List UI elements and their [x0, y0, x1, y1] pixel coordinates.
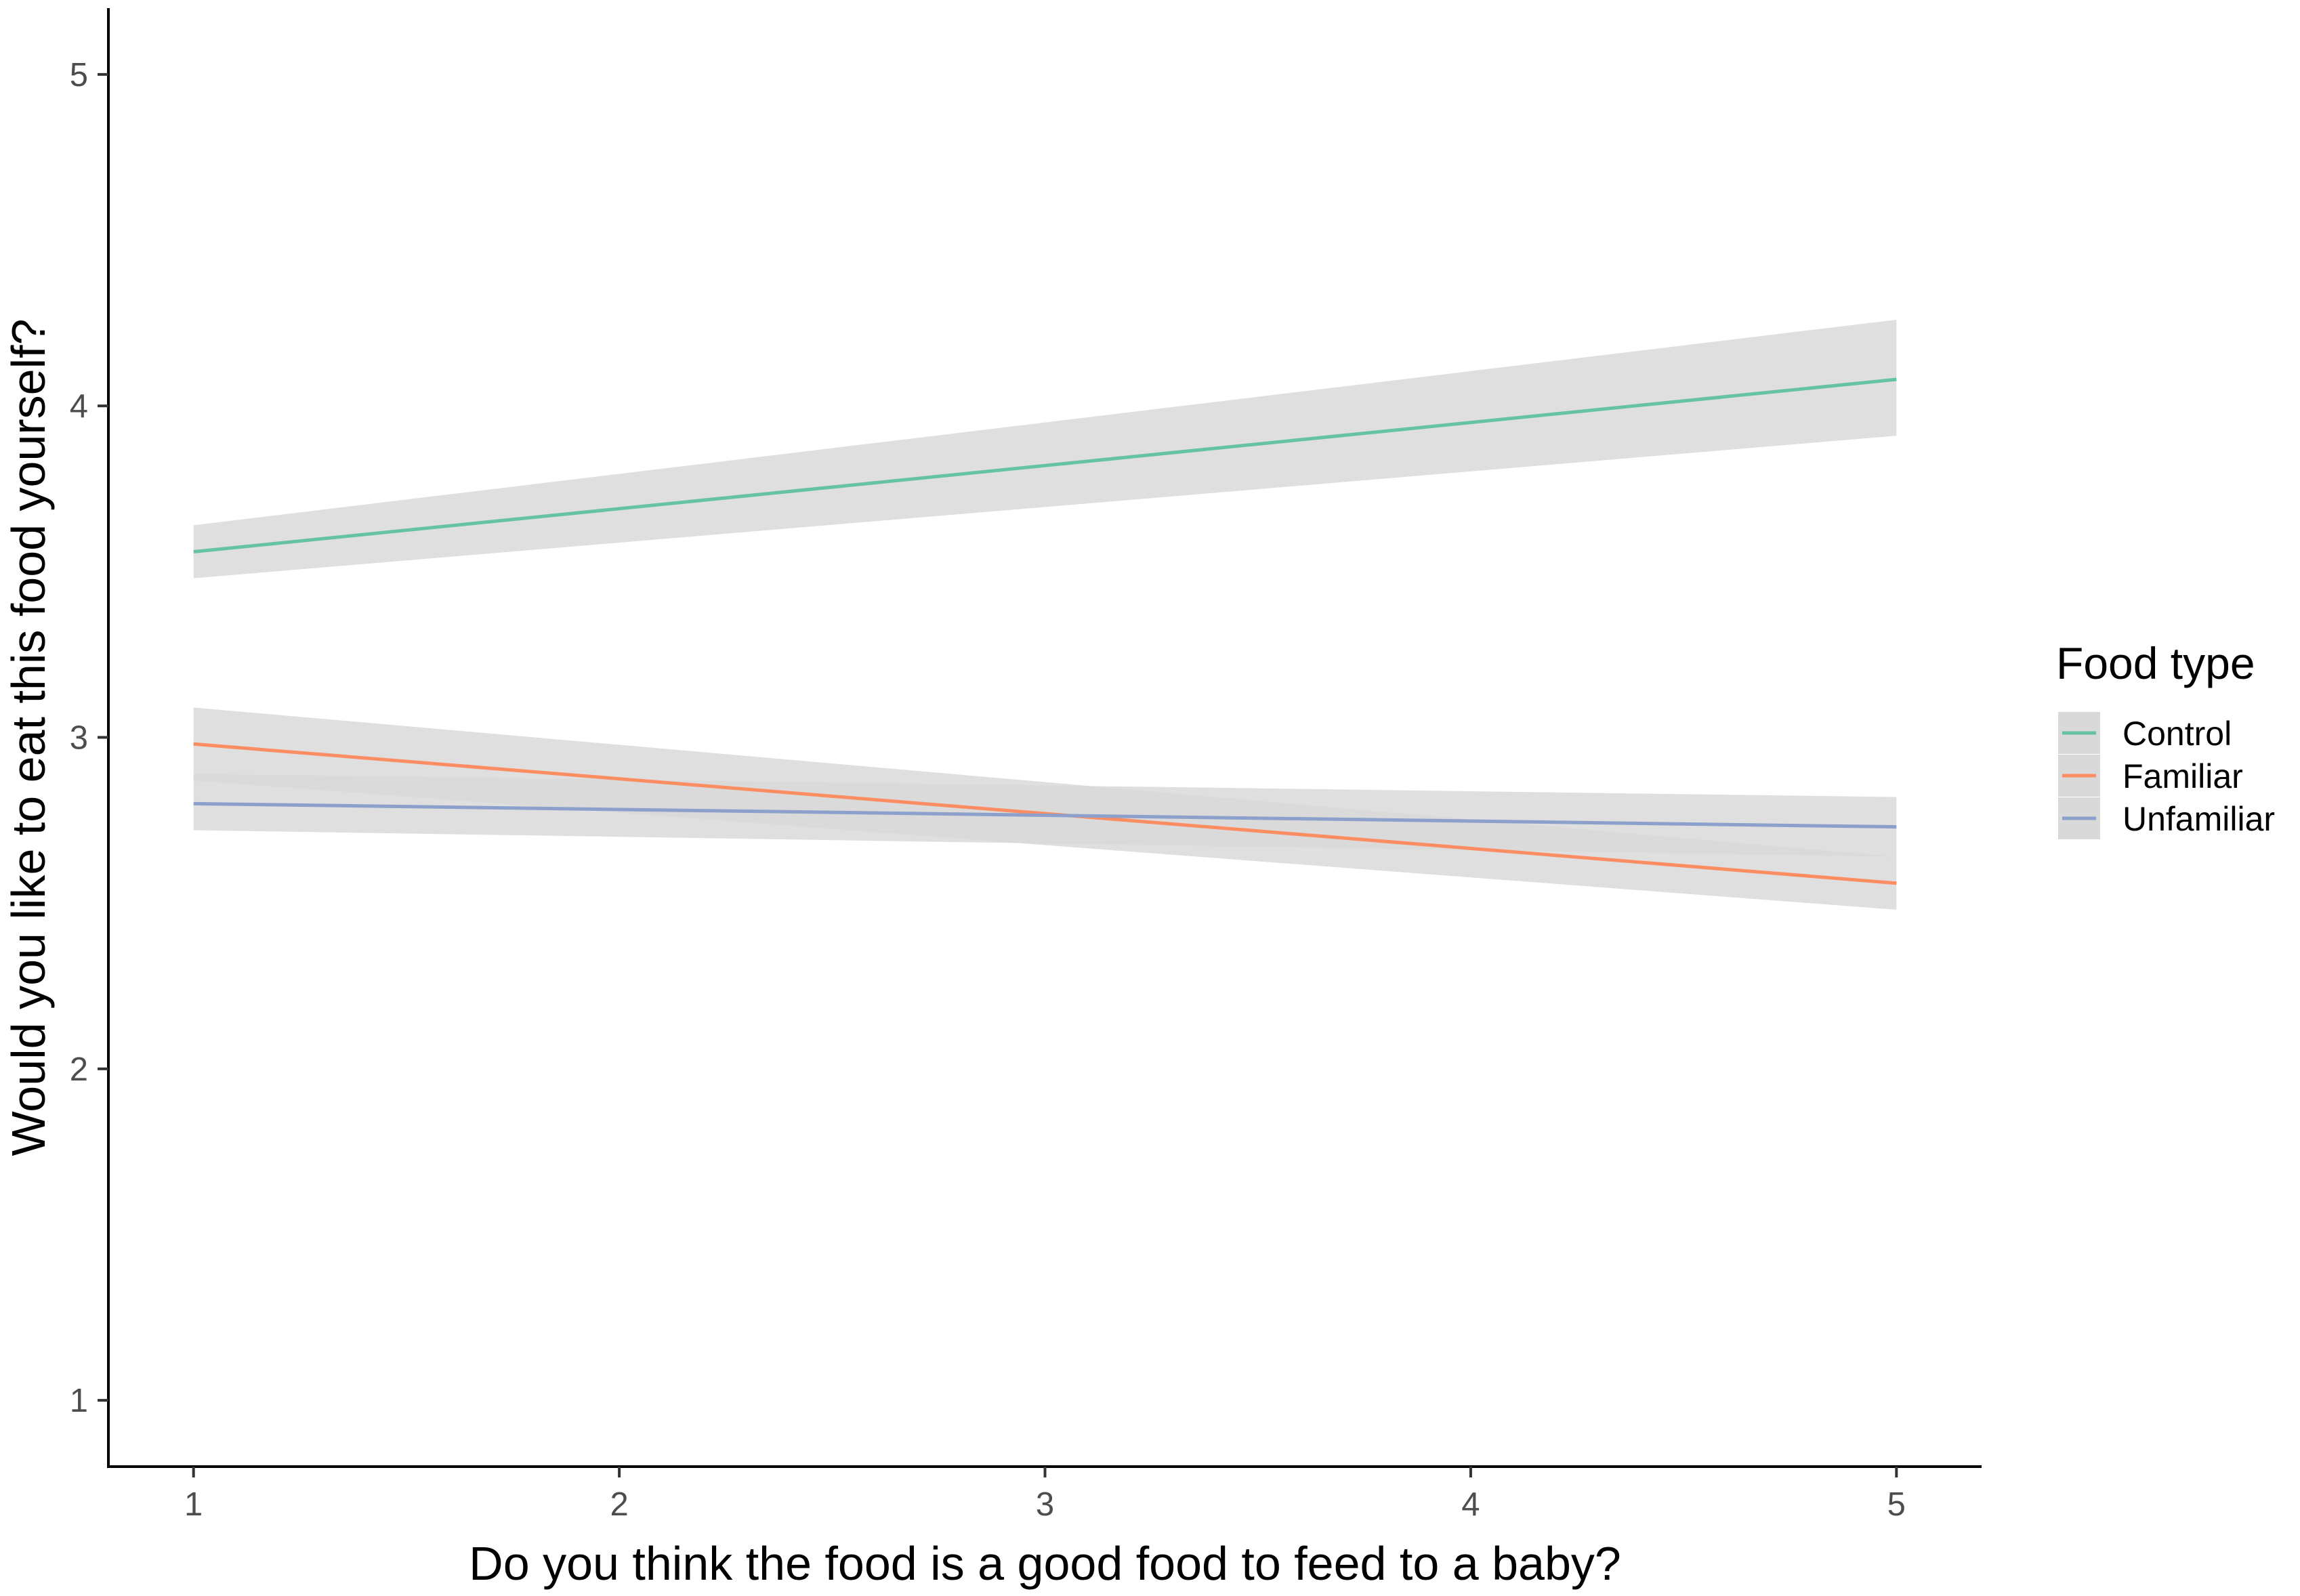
x-tick-label: 5: [1887, 1486, 1906, 1523]
y-tick-label: 1: [70, 1383, 88, 1419]
x-tick-label: 3: [1036, 1486, 1054, 1523]
series-lines: [193, 377, 1897, 885]
y-tick-label: 3: [70, 720, 88, 757]
x-tick-label: 1: [184, 1486, 203, 1523]
legend-label-control: Control: [2123, 715, 2232, 753]
legend: Food type Control Familiar Unfamiliar: [2056, 638, 2275, 839]
legend-title: Food type: [2056, 638, 2255, 688]
y-tick-label: 4: [70, 388, 88, 425]
y-ticks: 1 2 3 4 5: [70, 57, 108, 1419]
series-line-unfamiliar: [193, 801, 1897, 829]
series-line-control: [193, 377, 1897, 553]
y-tick-label: 5: [70, 57, 88, 93]
x-tick-label: 2: [610, 1486, 628, 1523]
y-axis-title: Would you like to eat this food yourself…: [2, 318, 55, 1156]
y-tick-label: 2: [70, 1051, 88, 1088]
legend-label-familiar: Familiar: [2123, 757, 2243, 795]
x-axis-title: Do you think the food is a good food to …: [469, 1537, 1621, 1590]
ci-band-control: [193, 319, 1897, 579]
x-ticks: 1 2 3 4 5: [184, 1467, 1906, 1523]
legend-label-unfamiliar: Unfamiliar: [2123, 800, 2275, 838]
x-tick-label: 4: [1461, 1486, 1480, 1523]
